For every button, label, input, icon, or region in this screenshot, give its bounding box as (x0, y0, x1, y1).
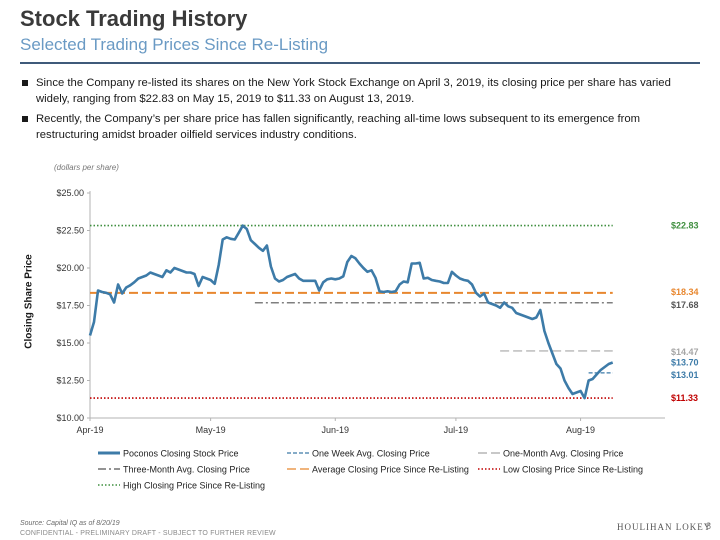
confidential-note: CONFIDENTIAL - PRELIMINARY DRAFT - SUBJE… (20, 530, 276, 537)
y-tick-label: $15.00 (56, 338, 84, 348)
source-note: Source: Capital IQ as of 8/20/19 (20, 520, 120, 527)
x-tick-label: Jun-19 (322, 425, 350, 435)
legend-label: Average Closing Price Since Re-Listing (312, 465, 469, 475)
y-tick-label: $25.00 (56, 188, 84, 198)
series-line-closing-price (88, 224, 614, 400)
y-tick-label: $20.00 (56, 263, 84, 273)
bullet-item: Recently, the Company’s per share price … (22, 112, 698, 143)
y-tick-label: $12.50 (56, 376, 84, 386)
page-title: Stock Trading History (20, 6, 248, 31)
y-tick-label: $22.50 (56, 226, 84, 236)
legend-label: Low Closing Price Since Re-Listing (503, 465, 643, 475)
x-tick-label: Jul-19 (444, 425, 469, 435)
page-subtitle: Selected Trading Prices Since Re-Listing (20, 35, 329, 54)
legend-label: One Week Avg. Closing Price (312, 449, 430, 459)
legend-label: Three-Month Avg. Closing Price (123, 465, 250, 475)
x-tick-label: May-19 (196, 425, 226, 435)
end-label: $22.83 (671, 221, 699, 231)
page-number: 8 (706, 521, 712, 531)
x-tick-label: Apr-19 (76, 425, 103, 435)
end-label: $13.70 (671, 358, 699, 368)
end-label: $11.33 (671, 393, 698, 403)
legend-label: One-Month Avg. Closing Price (503, 449, 623, 459)
brand-logo: HOULIHAN LOKEY (617, 522, 712, 532)
y-tick-label: $10.00 (56, 413, 84, 423)
x-tick-label: Aug-19 (566, 425, 595, 435)
end-label: $18.34 (671, 287, 699, 297)
y-tick-label: $17.50 (56, 301, 84, 311)
legend-label: Poconos Closing Stock Price (123, 449, 239, 459)
summary-bullets: Since the Company re-listed its shares o… (22, 76, 698, 148)
bullet-item: Since the Company re-listed its shares o… (22, 76, 698, 107)
title-divider (20, 62, 700, 64)
chart-units-note: (dollars per share) (54, 163, 119, 172)
end-label: $17.68 (671, 300, 699, 310)
stock-price-chart: $10.00 $12.50 $15.00 $17.50 $20.00 $22.50 $25.… (56, 188, 699, 491)
end-label: $14.47 (671, 347, 699, 357)
end-label: $13.01 (671, 370, 699, 380)
legend-label: High Closing Price Since Re-Listing (123, 481, 265, 491)
